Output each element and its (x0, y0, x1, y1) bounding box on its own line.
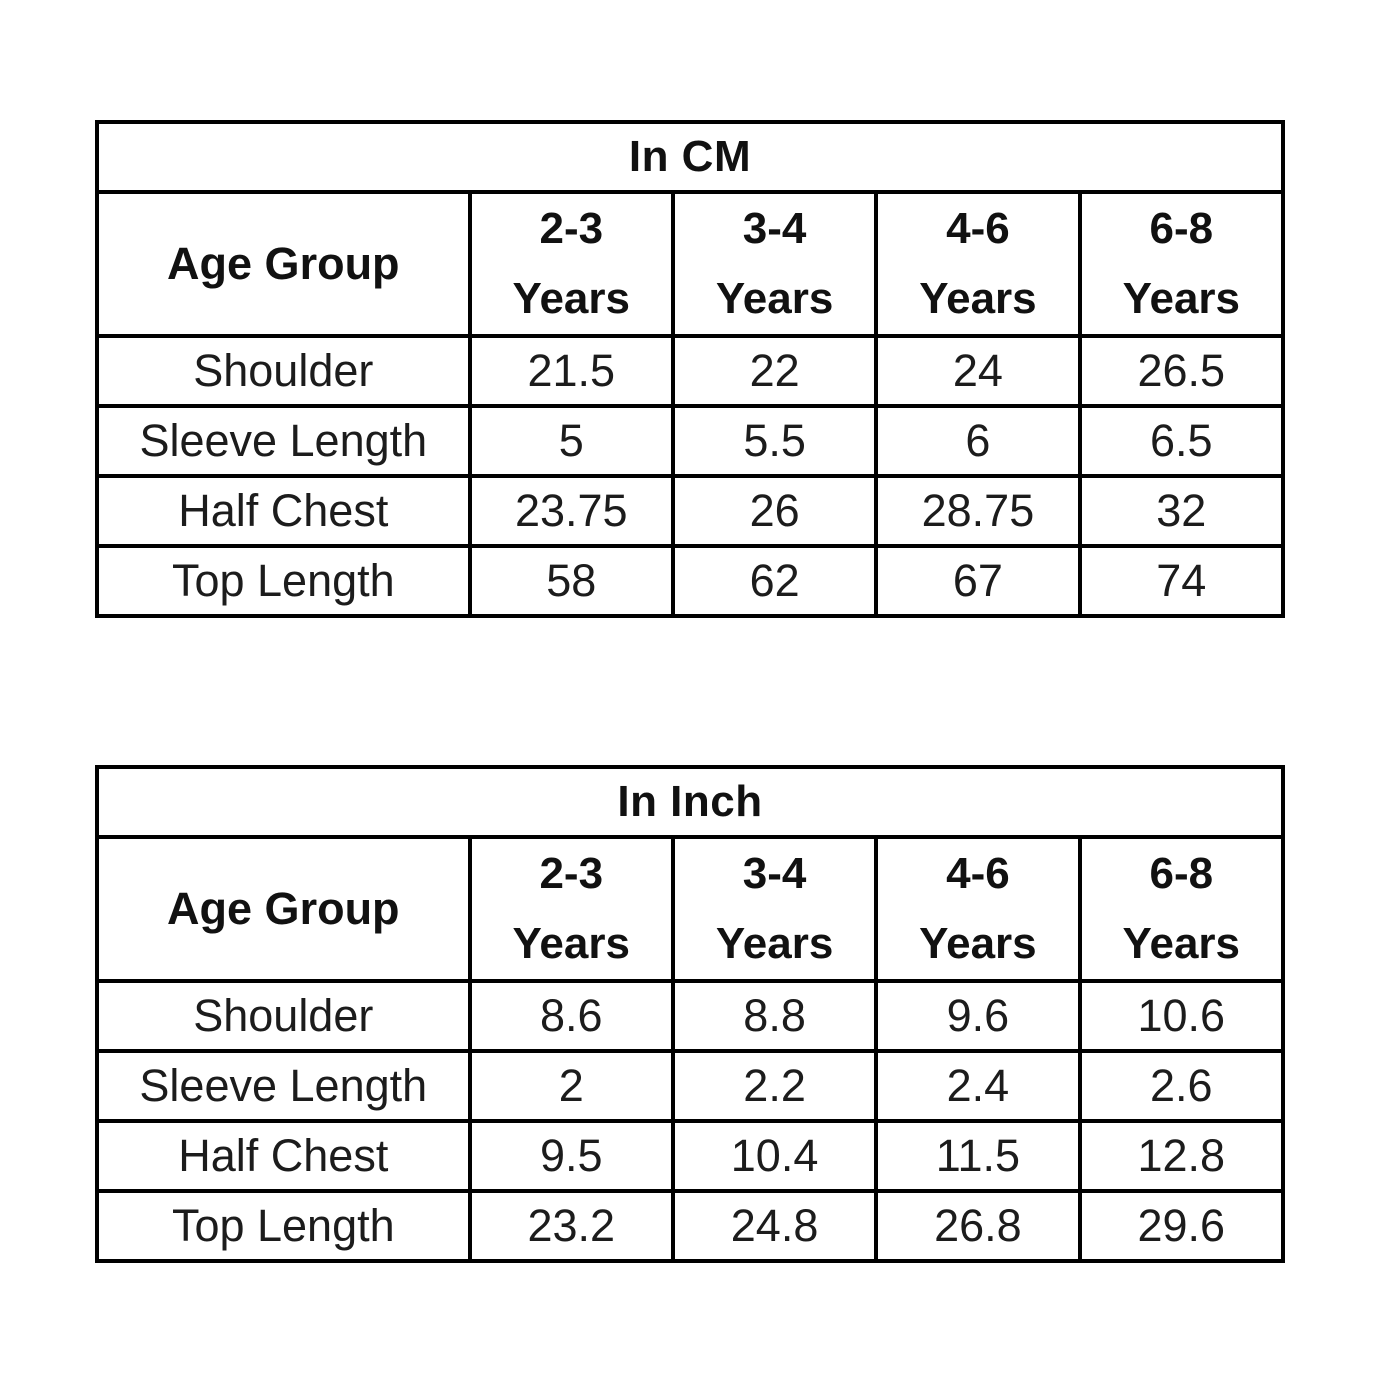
table-cell: 24.8 (670, 1189, 879, 1263)
column-header: 6-8 Years (1077, 190, 1286, 338)
table-row: Half Chest 9.5 10.4 11.5 12.8 (95, 1119, 1286, 1193)
column-header: 2-3 Years (467, 835, 675, 983)
table-cell: 9.6 (874, 979, 1082, 1053)
column-header-range: 2-3 (539, 849, 604, 898)
size-chart-table-inch: In Inch Age Group 2-3 Years 3-4 Years 4-… (95, 765, 1286, 1263)
table-row: Shoulder 21.5 22 24 26.5 (95, 334, 1286, 408)
column-header-unit: Years (512, 274, 630, 323)
table-title: In CM (95, 120, 1285, 194)
table-cell: 8.6 (467, 979, 675, 1053)
table-cell: 11.5 (874, 1119, 1082, 1193)
size-chart-table-cm: In CM Age Group 2-3 Years 3-4 Years 4-6 … (95, 120, 1286, 618)
table-cell: 22 (670, 334, 879, 408)
table-cell: 23.75 (467, 474, 675, 548)
column-header-range: 3-4 (742, 849, 807, 898)
table-cell: 2.4 (874, 1049, 1082, 1123)
table-cell: 21.5 (467, 334, 675, 408)
row-label: Half Chest (95, 474, 472, 548)
table-header-row: Age Group 2-3 Years 3-4 Years 4-6 Years … (95, 190, 1286, 338)
column-header-range: 4-6 (946, 204, 1010, 253)
column-header-range: 2-3 (539, 204, 604, 253)
table-cell: 62 (670, 544, 879, 618)
table-cell: 67 (874, 544, 1082, 618)
table-title-row: In Inch (95, 765, 1285, 839)
table-cell: 10.4 (670, 1119, 879, 1193)
column-header-range: 3-4 (742, 204, 807, 253)
table-row: Top Length 58 62 67 74 (95, 544, 1286, 618)
column-header-range: 4-6 (946, 849, 1010, 898)
table-cell: 32 (1077, 474, 1286, 548)
column-header-unit: Years (919, 919, 1037, 968)
column-header-unit: Years (715, 274, 834, 323)
table-cell: 28.75 (874, 474, 1082, 548)
table-row: Half Chest 23.75 26 28.75 32 (95, 474, 1286, 548)
table-row: Shoulder 8.6 8.8 9.6 10.6 (95, 979, 1286, 1053)
column-header: 4-6 Years (874, 190, 1082, 338)
column-header: 4-6 Years (874, 835, 1082, 983)
column-header-unit: Years (1122, 919, 1241, 968)
row-label: Half Chest (95, 1119, 472, 1193)
table-cell: 26.8 (874, 1189, 1082, 1263)
column-header-range: 6-8 (1149, 204, 1214, 253)
column-header: 3-4 Years (670, 835, 879, 983)
column-header: 2-3 Years (467, 190, 675, 338)
table-cell: 9.5 (467, 1119, 675, 1193)
table-title-row: In CM (95, 120, 1285, 194)
table-cell: 5 (467, 404, 675, 478)
table-cell: 6.5 (1077, 404, 1286, 478)
table-cell: 26 (670, 474, 879, 548)
table-cell: 26.5 (1077, 334, 1286, 408)
row-label: Top Length (95, 1189, 472, 1263)
table-row: Sleeve Length 2 2.2 2.4 2.6 (95, 1049, 1286, 1123)
age-group-header: Age Group (95, 835, 472, 983)
row-label: Sleeve Length (95, 1049, 472, 1123)
table-cell: 10.6 (1077, 979, 1286, 1053)
table-title: In Inch (95, 765, 1285, 839)
age-group-header: Age Group (95, 190, 472, 338)
table-cell: 2 (467, 1049, 675, 1123)
table-header-row: Age Group 2-3 Years 3-4 Years 4-6 Years … (95, 835, 1286, 983)
table-cell: 5.5 (670, 404, 879, 478)
column-header: 6-8 Years (1077, 835, 1286, 983)
table-cell: 2.6 (1077, 1049, 1286, 1123)
row-label: Shoulder (95, 979, 472, 1053)
table-cell: 74 (1077, 544, 1286, 618)
column-header-unit: Years (715, 919, 834, 968)
table-row: Sleeve Length 5 5.5 6 6.5 (95, 404, 1286, 478)
column-header-range: 6-8 (1149, 849, 1214, 898)
column-header-unit: Years (512, 919, 630, 968)
table-cell: 58 (467, 544, 675, 618)
column-header-unit: Years (1122, 274, 1241, 323)
row-label: Top Length (95, 544, 472, 618)
table-cell: 2.2 (670, 1049, 879, 1123)
table-row: Top Length 23.2 24.8 26.8 29.6 (95, 1189, 1286, 1263)
row-label: Shoulder (95, 334, 472, 408)
table-cell: 8.8 (670, 979, 879, 1053)
column-header: 3-4 Years (670, 190, 879, 338)
row-label: Sleeve Length (95, 404, 472, 478)
table-cell: 12.8 (1077, 1119, 1286, 1193)
table-cell: 6 (874, 404, 1082, 478)
table-cell: 29.6 (1077, 1189, 1286, 1263)
table-cell: 23.2 (467, 1189, 675, 1263)
column-header-unit: Years (919, 274, 1037, 323)
table-cell: 24 (874, 334, 1082, 408)
